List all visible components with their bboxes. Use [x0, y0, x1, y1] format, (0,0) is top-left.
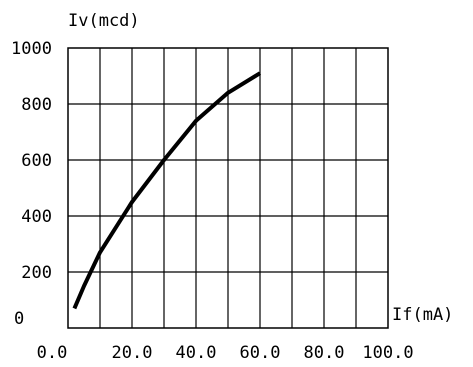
- y-axis-label: Iv(mcd): [68, 11, 140, 31]
- y-tick-label: 400: [21, 207, 52, 227]
- x-tick-label: 0.0: [37, 343, 68, 363]
- y-tick-label: 0: [14, 309, 24, 329]
- y-tick-label: 200: [21, 263, 52, 283]
- x-tick-labels: 0.0 20.0 40.0 60.0 80.0 100.0: [37, 343, 414, 363]
- x-tick-label: 40.0: [176, 343, 217, 363]
- x-tick-label: 20.0: [112, 343, 153, 363]
- series-line-0: [72, 71, 262, 310]
- x-axis-label: If(mA): [392, 305, 453, 325]
- y-tick-labels: 0 200 400 600 800 1000: [11, 39, 52, 329]
- x-tick-label: 80.0: [304, 343, 345, 363]
- y-tick-label: 600: [21, 151, 52, 171]
- series-group: [72, 71, 262, 310]
- y-tick-label: 1000: [11, 39, 52, 59]
- y-tick-label: 800: [21, 95, 52, 115]
- plot-border: [67, 47, 389, 329]
- x-tick-label: 100.0: [362, 343, 413, 363]
- grid: [68, 48, 388, 328]
- x-tick-label: 60.0: [240, 343, 281, 363]
- plot-frame: [67, 47, 389, 329]
